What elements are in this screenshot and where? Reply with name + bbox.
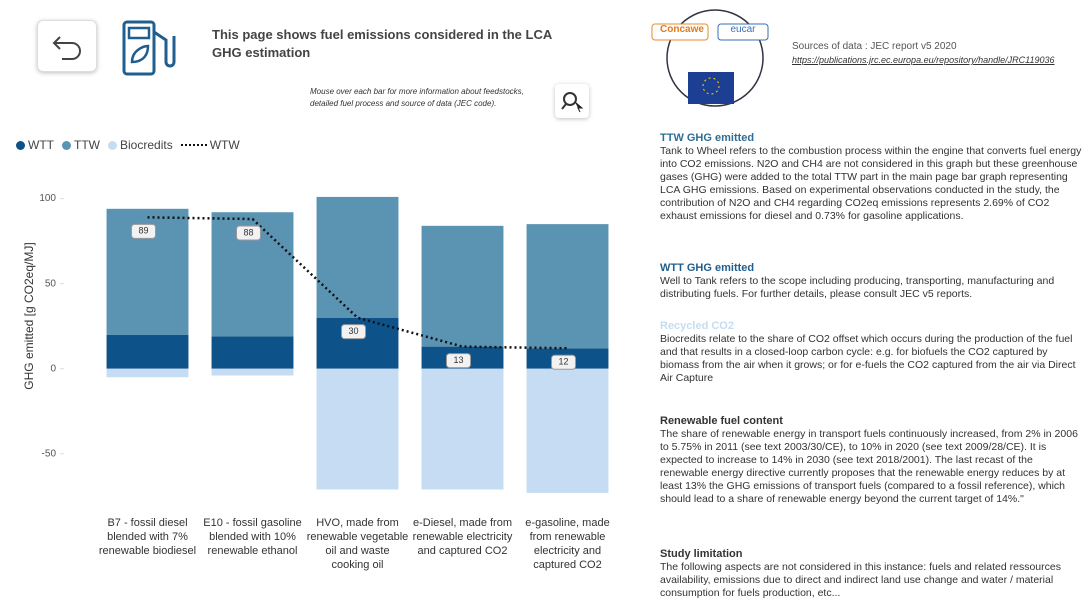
x-tick-label: e-gasoline, made from renewable electric… — [525, 517, 610, 571]
legend-dot — [108, 140, 117, 150]
y-tick-label: 100 — [39, 193, 56, 204]
label-box — [131, 223, 156, 239]
legend-item: TTW — [62, 138, 100, 152]
legend-label: Biocredits — [120, 138, 173, 152]
page-title: This page shows fuel emissions considere… — [212, 27, 552, 60]
y-tick-label: 0 — [50, 363, 56, 374]
logo-left: Concawe — [660, 24, 704, 35]
y-axis-label: GHG emitted [g CO2eq/MJ] — [22, 242, 36, 389]
bar-segment — [316, 196, 399, 318]
y-tick-label: 50 — [45, 278, 57, 289]
legend-dot — [62, 140, 71, 150]
sources-link[interactable]: https://publications.jrc.ec.europa.eu/re… — [792, 55, 1055, 65]
line — [147, 216, 568, 350]
section-heading: Recycled CO2 — [660, 320, 734, 332]
sources-label: Sources of data : JEC report v5 2020 — [792, 41, 957, 52]
fuel-icon — [122, 20, 176, 76]
data-label: 89 — [138, 226, 148, 236]
info-section: Recycled CO2 Biocredits relate to the sha… — [660, 320, 1084, 385]
section-heading: Study limitation — [660, 548, 743, 560]
legend-label: TTW — [74, 138, 100, 152]
label-box — [446, 353, 471, 369]
x-tick-label: E10 - fossil gasoline blended with 10% r… — [203, 517, 302, 557]
data-label: 30 — [348, 326, 358, 336]
info-section: Study limitation The following aspects ar… — [660, 548, 1084, 600]
bar-segment — [526, 224, 609, 349]
section-body: Tank to Wheel refers to the combustion p… — [660, 145, 1082, 222]
info-section: Renewable fuel content The share of renew… — [660, 415, 1084, 506]
legend-label: WTW — [209, 138, 240, 152]
data-label: 88 — [243, 227, 253, 237]
legend-item: WTW — [180, 138, 240, 152]
bar-segment — [106, 334, 189, 369]
search-icon — [561, 92, 584, 113]
bar-segment — [106, 368, 189, 378]
legend-item: WTT — [16, 138, 54, 152]
bar-segment — [421, 368, 504, 490]
legend: WTT TTW Biocredits WTW — [16, 138, 240, 152]
back-icon — [52, 36, 81, 60]
label-box — [236, 225, 261, 241]
bar-segment — [316, 368, 399, 490]
section-body: The following aspects are not considered… — [660, 561, 1061, 599]
info-section: TTW GHG emitted Tank to Wheel refers to t… — [660, 132, 1084, 223]
label-box — [551, 354, 576, 370]
x-tick-label: B7 - fossil diesel blended with 7% renew… — [98, 517, 197, 557]
data-label: 13 — [453, 355, 463, 365]
legend-dot — [16, 140, 25, 150]
label-box — [341, 324, 366, 340]
y-tick-label: -50 — [42, 448, 57, 459]
x-tick-label: HVO, made from renewable vegetable oil a… — [306, 517, 409, 571]
section-body: The share of renewable energy in transpo… — [660, 428, 1078, 505]
legend-label: WTT — [28, 138, 54, 152]
bar-segment — [211, 368, 294, 376]
section-body: Biocredits relate to the share of CO2 of… — [660, 333, 1076, 384]
bar-segment — [211, 336, 294, 369]
info-section: WTT GHG emitted Well to Tank refers to th… — [660, 262, 1084, 301]
section-heading: TTW GHG emitted — [660, 132, 755, 144]
section-body: Well to Tank refers to the scope includi… — [660, 275, 1055, 300]
data-label: 12 — [558, 357, 568, 367]
back-button[interactable] — [37, 20, 97, 72]
logo — [651, 9, 769, 107]
section-heading: Renewable fuel content — [660, 415, 783, 427]
legend-line — [180, 144, 207, 146]
legend-item: Biocredits — [108, 138, 173, 152]
x-tick-label: e-Diesel, made from renewable electricit… — [412, 517, 513, 557]
bar-segment — [526, 368, 609, 493]
logo-right: eucar — [730, 24, 756, 35]
hint: Mouse over each bar for more information… — [310, 87, 524, 108]
section-heading: WTT GHG emitted — [660, 262, 755, 274]
bar-segment — [421, 225, 504, 347]
search-button[interactable] — [555, 84, 589, 118]
